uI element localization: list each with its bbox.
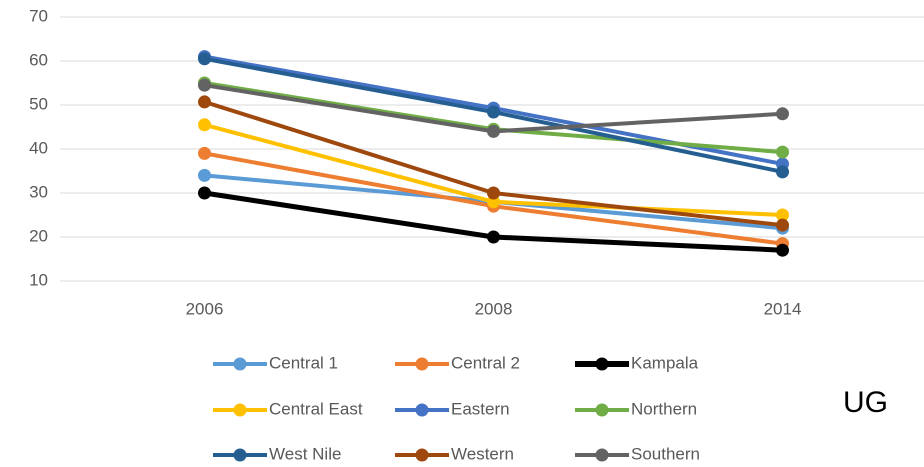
legend-marker [415,403,429,417]
legend-label: Kampala [631,353,699,372]
data-point [776,243,789,257]
legend-label: Central 1 [269,353,338,372]
legend-marker [595,403,609,417]
data-point [776,218,789,232]
x-tick-label: 2014 [764,299,802,318]
x-tick-label: 2006 [186,299,224,318]
legend-label: Central 2 [451,353,520,372]
y-tick-label: 30 [29,182,48,201]
data-point [487,230,500,244]
data-point [198,168,211,182]
data-point [776,145,789,159]
data-point [198,118,211,132]
data-point [776,208,789,222]
legend-label: Western [451,444,514,463]
legend-marker [415,448,429,462]
legend-marker [233,448,247,462]
x-tick-label: 2008 [475,299,513,318]
data-point [487,105,500,119]
legend-marker [233,403,247,417]
y-tick-label: 10 [29,270,48,289]
y-tick-label: 20 [29,226,48,245]
y-tick-label: 40 [29,138,48,157]
y-tick-label: 70 [29,6,48,25]
y-tick-label: 50 [29,94,48,113]
legend-label: Southern [631,444,700,463]
y-tick-label: 60 [29,50,48,69]
legend-label: Eastern [451,399,510,418]
data-point [198,95,211,109]
legend-label: Northern [631,399,697,418]
legend-marker [595,357,609,371]
legend-marker [233,357,247,371]
data-point [198,146,211,160]
data-point [198,52,211,66]
legend-marker [415,357,429,371]
annotation: UG [843,386,888,419]
data-point [487,124,500,138]
legend-marker [595,448,609,462]
legend-label: Central East [269,399,363,418]
data-point [776,107,789,121]
data-point [198,186,211,200]
data-point [776,165,789,179]
data-point [487,186,500,200]
legend-label: West Nile [269,444,341,463]
data-point [198,78,211,92]
